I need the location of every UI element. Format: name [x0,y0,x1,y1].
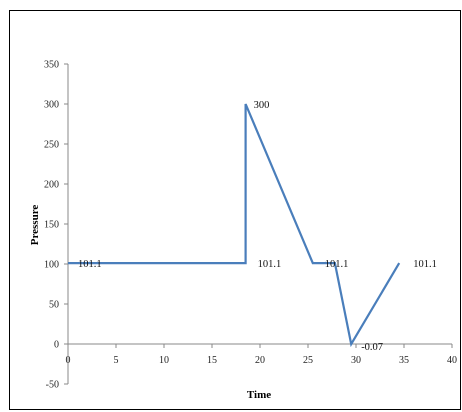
y-tick-label: 250 [44,140,59,151]
y-tick-label: -50 [46,380,59,391]
data-label: 300 [254,100,270,111]
y-axis-title: Pressure [29,205,41,246]
x-tick-label: 30 [351,355,361,366]
y-tick-label: 350 [44,60,59,71]
data-label: -0.07 [361,342,383,353]
y-tick-label: 100 [44,260,59,271]
x-tick-label: 35 [399,355,409,366]
y-axis-ticks: 350 300 250 200 150 100 50 0 -50 [44,60,68,391]
data-label: 101.1 [78,259,102,270]
data-label: 101.1 [413,259,437,270]
y-tick-label: 150 [44,220,59,231]
y-tick-label: 0 [54,340,59,351]
x-tick-label: 5 [114,355,119,366]
x-tick-label: 15 [207,355,217,366]
x-tick-label: 10 [159,355,169,366]
data-label: 101.1 [325,259,349,270]
pressure-series-line [68,103,401,348]
x-tick-label: 20 [255,355,265,366]
data-labels: 101.1 300 101.1 101.1 -0.07 101.1 [78,100,437,353]
x-tick-label: 40 [447,355,457,366]
y-tick-label: 200 [44,180,59,191]
y-tick-label: 300 [44,100,59,111]
x-axis-title: Time [247,389,271,401]
x-tick-label: 25 [303,355,313,366]
chart-frame [9,10,461,410]
data-label: 101.1 [258,259,282,270]
y-tick-label: 50 [49,300,59,311]
